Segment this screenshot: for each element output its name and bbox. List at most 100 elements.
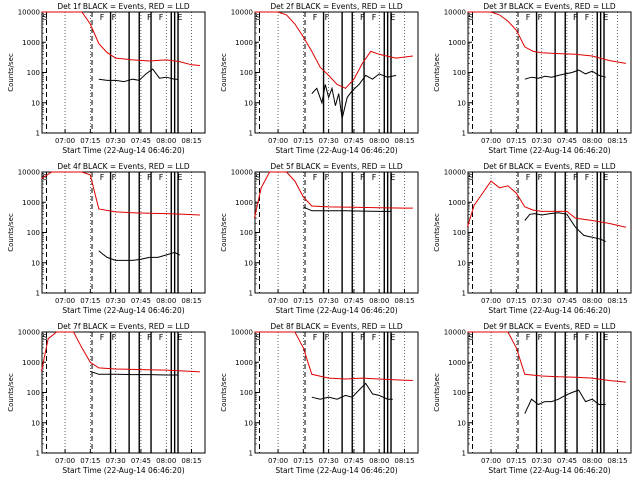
phase-marker-label: S	[255, 173, 260, 182]
x-tick-label: 08:15	[181, 297, 201, 305]
x-tick-label: 07:15	[506, 137, 526, 145]
x-tick-label: 07:00	[268, 457, 288, 465]
phase-marker-label: E	[177, 13, 182, 22]
y-axis-label: Counts/sec	[7, 213, 15, 252]
phase-marker-label: F	[325, 333, 330, 342]
y-axis-label: Counts/sec	[7, 53, 15, 92]
phase-marker-label: F	[538, 173, 543, 182]
phase-marker-label: F	[313, 333, 318, 342]
events-series-line	[311, 382, 393, 400]
y-tick-label: 10000	[18, 169, 40, 177]
lld-series-line	[41, 11, 200, 66]
phase-marker-label: F	[100, 173, 105, 182]
phase-marker-label: S	[255, 333, 260, 342]
plot-frame	[41, 171, 206, 294]
plot-frame	[254, 171, 419, 294]
phase-marker-label: S	[468, 173, 473, 182]
y-tick-label: 1	[36, 450, 40, 458]
phase-marker-label: S	[468, 13, 473, 22]
x-tick-label: 08:15	[394, 137, 414, 145]
x-axis-label: Start Time (22-Aug-14 06:46:20)	[488, 306, 610, 315]
y-tick-label: 1	[462, 130, 466, 138]
lld-series-line	[254, 331, 413, 381]
events-series-line	[524, 69, 606, 80]
phase-marker-label: F	[112, 173, 117, 182]
y-tick-label: 10000	[231, 169, 253, 177]
events-series-line	[90, 370, 178, 376]
phase-marker-label: E	[390, 333, 395, 342]
y-tick-label: 10000	[444, 9, 466, 17]
x-tick-label: 07:30	[319, 137, 339, 145]
y-tick-label: 10000	[444, 169, 466, 177]
x-tick-label: 08:00	[582, 137, 602, 145]
chart-title: Det 1f BLACK = Events, RED = LLD	[57, 2, 190, 11]
x-axis-label: Start Time (22-Aug-14 06:46:20)	[488, 146, 610, 155]
y-tick-label: 1	[462, 290, 466, 298]
phase-marker-label: E	[390, 13, 395, 22]
x-tick-label: 07:30	[532, 457, 552, 465]
y-tick-label: 10	[244, 259, 253, 267]
lld-series-line	[466, 180, 627, 228]
y-tick-label: 1	[462, 450, 466, 458]
phase-marker-label: F	[313, 13, 318, 22]
x-tick-label: 08:00	[369, 297, 389, 305]
x-tick-label: 08:15	[394, 297, 414, 305]
phase-marker-label: F	[573, 173, 578, 182]
x-axis-label: Start Time (22-Aug-14 06:46:20)	[275, 306, 397, 315]
phase-marker-label: F	[159, 333, 164, 342]
phase-marker-label: F	[526, 13, 531, 22]
x-tick-label: 07:45	[557, 457, 577, 465]
x-tick-label: 07:30	[106, 297, 126, 305]
x-tick-label: 08:00	[156, 137, 176, 145]
x-tick-label: 07:30	[532, 137, 552, 145]
phase-marker-label: F	[372, 173, 377, 182]
x-tick-label: 07:00	[481, 297, 501, 305]
lld-series-line	[467, 331, 626, 383]
y-tick-label: 1000	[235, 39, 253, 47]
y-tick-label: 1000	[22, 39, 40, 47]
y-tick-label: 1000	[22, 359, 40, 367]
y-axis-label: Counts/sec	[220, 53, 228, 92]
phase-marker-label: S	[468, 333, 473, 342]
x-tick-label: 08:15	[181, 457, 201, 465]
plot-frame	[41, 11, 206, 134]
y-tick-label: 100	[240, 69, 253, 77]
x-tick-label: 07:45	[131, 137, 151, 145]
x-tick-label: 07:00	[268, 297, 288, 305]
phase-marker-label: F	[573, 13, 578, 22]
y-tick-label: 1	[249, 290, 253, 298]
y-tick-label: 10000	[18, 9, 40, 17]
phase-marker-label: S	[255, 13, 260, 22]
x-axis-label: Start Time (22-Aug-14 06:46:20)	[275, 466, 397, 475]
events-series-line	[524, 212, 606, 243]
y-tick-label: 1000	[448, 39, 466, 47]
phase-marker-label: F	[585, 333, 590, 342]
x-tick-label: 08:15	[607, 137, 627, 145]
x-tick-label: 07:30	[106, 137, 126, 145]
phase-marker-label: F	[147, 13, 152, 22]
x-tick-label: 08:15	[607, 457, 627, 465]
events-series-line	[98, 250, 180, 261]
x-axis-label: Start Time (22-Aug-14 06:46:20)	[62, 306, 184, 315]
lld-series-line	[41, 171, 200, 216]
y-axis-label: Counts/sec	[7, 373, 15, 412]
phase-marker-label: F	[585, 13, 590, 22]
phase-marker-label: F	[538, 13, 543, 22]
chart-title: Det 6f BLACK = Events, RED = LLD	[483, 162, 616, 171]
x-tick-label: 07:45	[131, 297, 151, 305]
chart-title: Det 7f BLACK = Events, RED = LLD	[57, 322, 190, 331]
phase-marker-label: E	[603, 13, 608, 22]
y-tick-label: 1000	[22, 199, 40, 207]
y-tick-label: 100	[453, 69, 466, 77]
y-tick-label: 100	[27, 389, 40, 397]
phase-marker-label: E	[177, 333, 182, 342]
chart-title: Det 2f BLACK = Events, RED = LLD	[270, 2, 403, 11]
y-tick-label: 1000	[448, 199, 466, 207]
plot-frame	[41, 331, 206, 454]
